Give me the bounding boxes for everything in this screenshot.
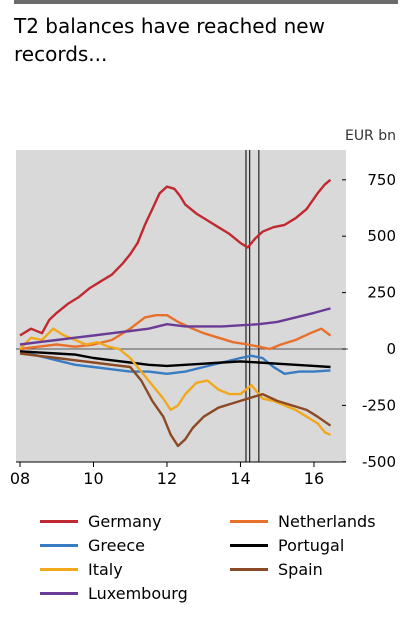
legend-swatch [40,567,78,571]
plot-background [16,150,346,462]
legend-label: Luxembourg [88,583,188,603]
y-tick-label-4: 500 [367,227,396,245]
series-line-portugal [19,350,331,369]
legend-label: Greece [88,535,145,555]
y-tick-label-3: 250 [367,284,396,302]
legend-item-portugal: Portugal [230,534,344,556]
y-tick-label-2: 0 [386,340,396,358]
legend-swatch [230,543,268,547]
legend-swatch [40,591,78,595]
legend-label: Portugal [278,535,345,555]
series-line-germany [19,178,332,337]
x-tick-label-4: 16 [304,469,324,488]
legend-item-luxembourg: Luxembourg [40,582,188,604]
x-tick-label-0: 08 [10,469,30,488]
x-tick-label-1: 10 [83,469,103,488]
series-line-luxembourg [19,307,331,346]
legend-label: Italy [88,559,123,579]
chart-title: T2 balances have reached new records... [14,14,325,66]
legend-item-greece: Greece [40,534,145,556]
series-line-spain [19,352,332,448]
series-line-italy [19,327,331,436]
legend-swatch [40,543,78,547]
y-tick-label-1: -250 [362,396,396,414]
legend-swatch [230,519,268,523]
y-unit-label: EUR bn [344,128,396,144]
legend-label: Netherlands [278,511,376,531]
x-tick-label-3: 14 [230,469,250,488]
legend-swatch [230,567,268,571]
legend-swatch [40,519,78,523]
series-line-greece [19,350,331,375]
y-tick-label-5: 750 [367,171,396,189]
legend-item-netherlands: Netherlands [230,510,376,532]
legend-item-italy: Italy [40,558,123,580]
y-tick-label-0: -500 [362,453,396,471]
legend-label: Germany [88,511,162,531]
legend-item-germany: Germany [40,510,162,532]
top-rule [14,0,398,4]
legend-label: Spain [278,559,323,579]
x-tick-label-2: 12 [157,469,177,488]
legend-item-spain: Spain [230,558,323,580]
